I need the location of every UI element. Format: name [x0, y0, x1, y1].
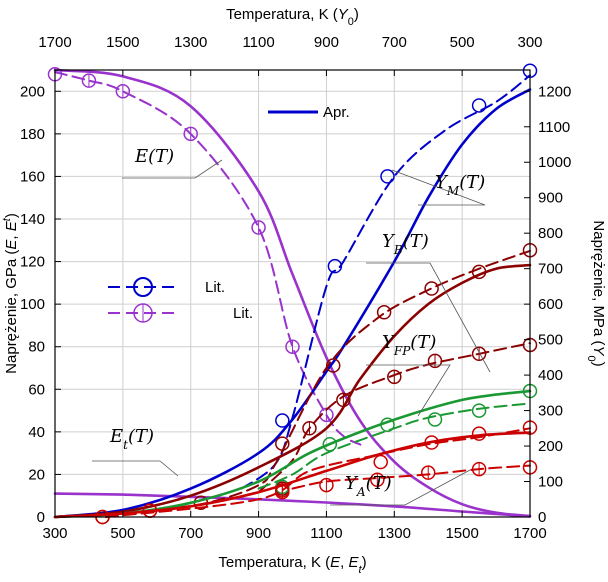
- data-point-y-m-t-lit: [327, 258, 343, 274]
- y-right-tick-label: 1000: [538, 154, 571, 171]
- labels: Temperatura, K (E, Et) Temperatura, K (Y0…: [1, 6, 607, 576]
- y-left-tick-label: 100: [20, 296, 45, 313]
- y-right-tick-label: 0: [538, 509, 546, 526]
- y-right-tick-label: 1100: [538, 119, 570, 136]
- series-line-y-fp-t-lit: [257, 402, 531, 490]
- curve-label-y-m-t: YM(T): [435, 172, 485, 198]
- y-right-tick-label: 300: [538, 403, 563, 420]
- x-bottom-tick-label: 700: [178, 525, 203, 542]
- axes: 300 500 700 900 1100 1300 1500 1700 1700 1500 1300…: [20, 34, 571, 542]
- data-point-y-m-t-lit: [380, 169, 395, 184]
- legend-label-lit-blue: Lit.: [205, 279, 225, 296]
- leader-line-e-t: [122, 159, 223, 179]
- data-point-y-a-t-lit: [424, 435, 439, 450]
- x-top-tick-label: 500: [450, 34, 475, 51]
- x-top-tick-label: 1700: [38, 34, 71, 51]
- y-left-tick-label: 80: [28, 339, 45, 356]
- data-point-y-fp-t-lit: [471, 403, 487, 418]
- curve-label-y-fp-t: YFP(T): [382, 332, 436, 358]
- y-right-tick-label: 700: [538, 261, 563, 278]
- y-left-tick-label: 140: [20, 211, 45, 228]
- x-top-tick-label: 900: [314, 34, 339, 51]
- data-point-y-b-t-lit: [275, 436, 290, 451]
- y-right-tick-label: 600: [538, 296, 563, 313]
- plot-background: [55, 70, 530, 517]
- x-bottom-tick-label: 500: [110, 525, 135, 542]
- leader-line-y-a-t: [330, 469, 471, 506]
- leader-line-y-m-t: [391, 169, 486, 206]
- leader-line-e-t-t: [92, 460, 179, 477]
- data-point-y-b-t-lit: [424, 281, 439, 296]
- y-left-tick-label: 20: [28, 466, 45, 483]
- data-point-y-m-t-lit: [471, 98, 487, 113]
- y-left-tick-label: 0: [37, 509, 45, 526]
- y-left-axis-label: Naprężenie, GPa (E, Et): [1, 213, 20, 374]
- series-line-y-a-t-lit-2: [291, 464, 531, 490]
- x-bottom-tick-label: 900: [246, 525, 271, 542]
- x-top-tick-label: 1100: [242, 34, 274, 51]
- leader-line-y-fp-t: [366, 364, 451, 417]
- y-left-tick-label: 40: [28, 424, 45, 441]
- y-left-tick-label: 180: [20, 126, 45, 143]
- curve-label-e-t-t: Et(T): [109, 426, 154, 452]
- plot-frame: [54, 69, 531, 518]
- legend-label-apr: Apr.: [323, 104, 350, 121]
- data-point-y-fp-t-lit: [380, 417, 395, 433]
- series-line-y-b-t: [53, 263, 532, 519]
- data-point-y-a-t-lit: [373, 454, 388, 470]
- series-line-e-t: [53, 68, 532, 518]
- data-point-y-b-t-lit: [325, 358, 341, 373]
- legend: Apr. Lit. Lit.: [108, 104, 350, 323]
- series-line-y-a-t-lit: [104, 427, 531, 518]
- x-bottom-tick-label: 1700: [513, 525, 546, 542]
- y-left-tick-label: 160: [20, 168, 45, 185]
- x-bottom-tick-label: 300: [42, 525, 67, 542]
- x-bottom-tick-label: 1300: [378, 525, 411, 542]
- curve-label-y-b-t: YB(T): [382, 231, 429, 257]
- x-top-tick-label: 1300: [174, 34, 207, 51]
- y-right-tick-label: 1200: [538, 83, 571, 100]
- data-point-y-fp-t-lit: [427, 412, 443, 427]
- series-line-e-t-t: [53, 492, 532, 518]
- y-right-tick-label: 100: [538, 474, 563, 491]
- curve-label-y-a-t: YA(T): [345, 473, 392, 499]
- series-layer: [47, 63, 538, 525]
- y-right-tick-label: 400: [538, 367, 563, 384]
- series-line-y-m-t: [53, 88, 532, 519]
- y-right-axis-label: Naprężenie, MPa (Y0): [585, 220, 607, 366]
- y-left-tick-label: 120: [20, 254, 45, 271]
- x-bottom-tick-label: 1100: [310, 525, 342, 542]
- x-top-tick-label: 300: [517, 34, 542, 51]
- data-point-y-m-t-lit: [275, 413, 290, 428]
- x-top-axis-label: Temperatura, K (Y0): [226, 6, 359, 28]
- y-right-tick-label: 800: [538, 225, 563, 242]
- legend-label-lit-purple: Lit.: [233, 305, 253, 322]
- curve-label-e-t: E(T): [134, 146, 174, 167]
- y-right-tick-label: 500: [538, 332, 563, 349]
- series-line-y-a-t: [53, 431, 532, 519]
- data-point-y-b-t-lit: [471, 264, 487, 280]
- x-bottom-axis-label: Temperatura, K (E, Et): [218, 554, 366, 576]
- data-point-y-a-t-lit: [471, 426, 487, 441]
- y-left-tick-label: 60: [28, 381, 45, 398]
- legend-marker-lit-blue: [133, 277, 153, 297]
- x-top-tick-label: 1500: [106, 34, 139, 51]
- y-left-tick-label: 200: [20, 83, 45, 100]
- data-point-y-fp-t-lit: [322, 437, 338, 452]
- leader-line-y-b-t: [366, 262, 491, 373]
- x-bottom-tick-label: 1500: [445, 525, 478, 542]
- x-top-tick-label: 700: [382, 34, 407, 51]
- y-right-tick-label: 200: [538, 438, 563, 455]
- data-point-y-b-t-lit: [376, 305, 392, 320]
- y-right-tick-label: 900: [538, 190, 563, 207]
